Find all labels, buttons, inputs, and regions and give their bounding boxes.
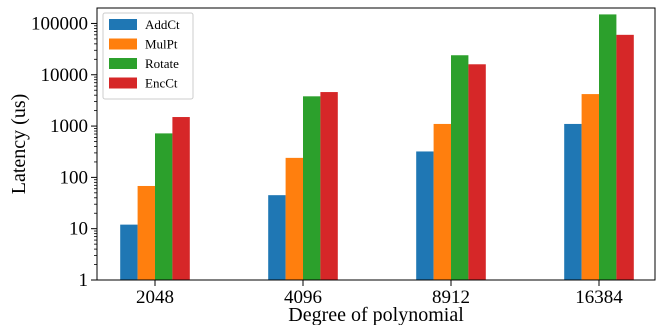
bar-addct-4096 bbox=[268, 195, 286, 280]
legend-swatch-addct bbox=[109, 19, 137, 30]
x-tick-label: 4096 bbox=[284, 287, 322, 308]
bar-encct-2048 bbox=[172, 117, 190, 280]
bar-addct-8912 bbox=[416, 151, 434, 280]
bar-rotate-4096 bbox=[303, 96, 321, 280]
plot-frame bbox=[96, 7, 656, 281]
x-tick-label: 2048 bbox=[136, 287, 174, 308]
x-axis-ticks: 2048 4096 8912 16384 bbox=[136, 280, 623, 308]
y-tick-label: 100 bbox=[60, 167, 89, 188]
y-tick-label: 1 bbox=[79, 270, 89, 291]
legend-swatch-mulpt bbox=[109, 38, 137, 50]
y-tick-label: 10 bbox=[69, 219, 88, 240]
bar-mulpt-2048 bbox=[137, 185, 155, 280]
legend-label-addct: AddCt bbox=[145, 17, 180, 32]
y-tick-label: 100000 bbox=[31, 13, 88, 34]
legend-label-mulpt: MulPt bbox=[145, 37, 178, 52]
bar-mulpt-4096 bbox=[285, 157, 303, 280]
bar-mulpt-8912 bbox=[433, 123, 451, 280]
x-axis-label: Degree of polynomial bbox=[288, 304, 464, 325]
bar-encct-16384 bbox=[616, 34, 634, 281]
y-tick-label: 1000 bbox=[50, 116, 88, 137]
y-tick-label: 10000 bbox=[41, 65, 89, 86]
bar-addct-2048 bbox=[120, 224, 138, 280]
bars-group bbox=[120, 14, 634, 281]
bar-mulpt-16384 bbox=[581, 94, 599, 280]
legend-swatch-rotate bbox=[109, 58, 137, 69]
x-tick-label: 16384 bbox=[575, 287, 623, 308]
bar-rotate-8912 bbox=[451, 55, 469, 281]
legend-label-encct: EncCt bbox=[145, 76, 178, 91]
y-axis-ticks: 1 10 100 1000 10000 100000 bbox=[31, 13, 97, 291]
bar-encct-8912 bbox=[468, 64, 486, 280]
bar-addct-16384 bbox=[564, 123, 582, 280]
bar-rotate-2048 bbox=[155, 133, 173, 280]
x-tick-label: 8912 bbox=[432, 287, 470, 308]
bar-encct-4096 bbox=[320, 92, 338, 280]
y-axis-label: Latency (us) bbox=[8, 94, 30, 195]
bar-rotate-16384 bbox=[599, 14, 617, 280]
legend: AddCt MulPt Rotate EncCt bbox=[102, 12, 194, 100]
legend-swatch-encct bbox=[109, 77, 137, 89]
legend-label-rotate: Rotate bbox=[145, 56, 179, 71]
